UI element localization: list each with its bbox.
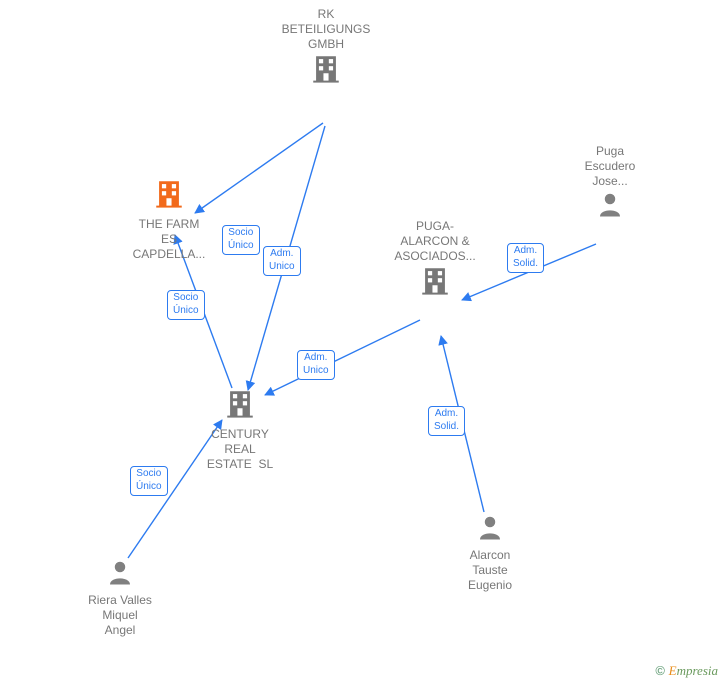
edge-label-rk-farm: SocioÚnico [222,225,260,255]
edge-puga-century [265,320,420,395]
node-label: RKBETEILIGUNGSGMBH [282,7,371,52]
node-century[interactable]: CENTURYREALESTATE SL [180,387,300,472]
building-icon [418,264,452,304]
person-icon [595,189,625,225]
person-icon [105,557,135,593]
person-icon [475,512,505,548]
node-alarcon[interactable]: AlarconTausteEugenio [430,512,550,593]
node-label: Riera VallesMiquelAngel [88,593,152,638]
node-rk[interactable]: RKBETEILIGUNGSGMBH [266,7,386,92]
edge-label-riera-century: SocioÚnico [130,466,168,496]
building-icon [152,177,186,217]
node-farm[interactable]: THE FARMESCAPDELLA... [109,177,229,262]
node-label: AlarconTausteEugenio [468,548,512,593]
edge-label-rk-century: Adm.Unico [263,246,301,276]
node-label: CENTURYREALESTATE SL [207,427,273,472]
edge-label-puga-century: Adm.Unico [297,350,335,380]
network-diagram: THE FARMESCAPDELLA...RKBETEILIGUNGSGMBH … [0,0,728,685]
edge-label-pugaesc-puga: Adm.Solid. [507,243,544,273]
building-icon [223,387,257,427]
node-riera[interactable]: Riera VallesMiquelAngel [60,557,180,638]
edge-label-century-farm: SocioÚnico [167,290,205,320]
building-icon [309,52,343,92]
copyright-symbol: © [655,663,665,678]
node-label: PUGA-ALARCON &ASOCIADOS... [394,219,475,264]
node-pugaesc[interactable]: PugaEscuderoJose... [550,144,670,225]
brand: Empresia [669,663,718,678]
node-puga[interactable]: PUGA-ALARCON &ASOCIADOS... [375,219,495,304]
node-label: PugaEscuderoJose... [585,144,636,189]
credit: © Empresia [655,663,718,679]
edge-label-alarcon-puga: Adm.Solid. [428,406,465,436]
node-label: THE FARMESCAPDELLA... [133,217,206,262]
